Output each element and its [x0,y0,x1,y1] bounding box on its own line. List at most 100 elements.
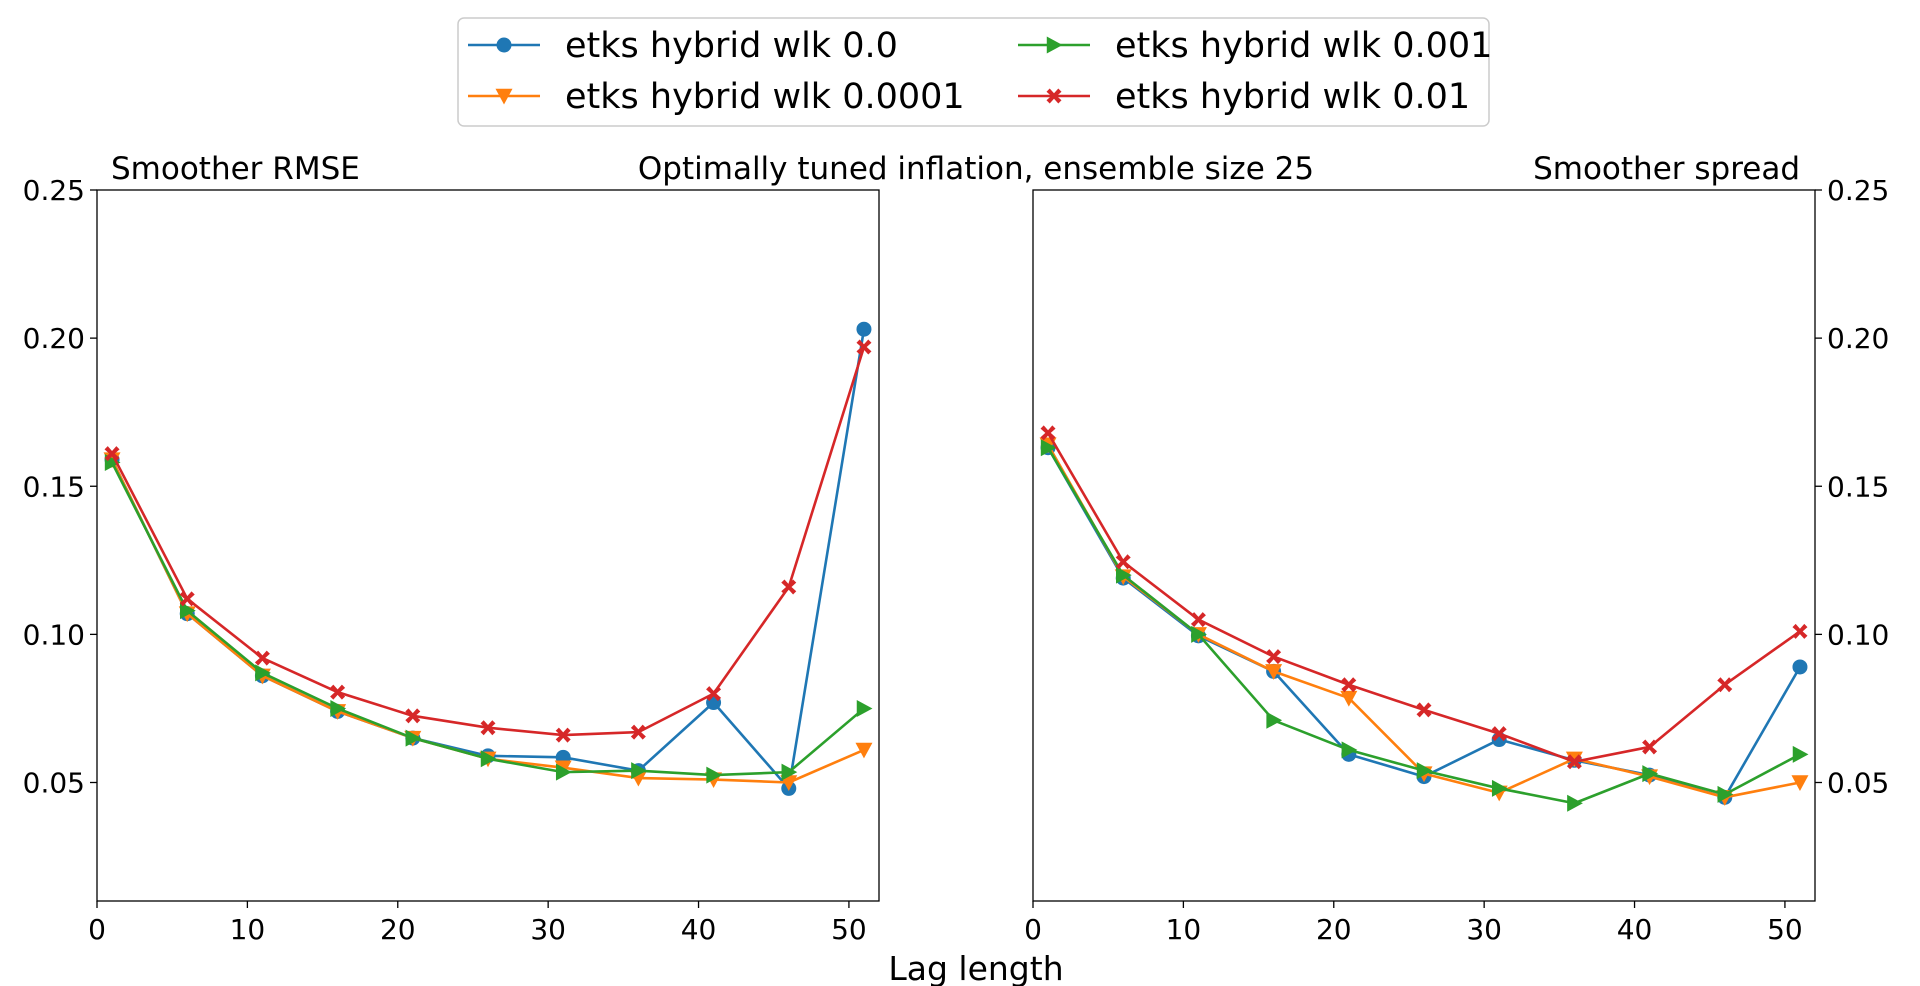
spread-series-1 [1039,437,1809,806]
rmse-data-point [179,591,195,607]
rmse-data-point [405,708,421,724]
spread-data-point [1717,785,1734,803]
rmse-data-point [254,650,270,666]
spread-series-line [1046,447,1801,805]
rmse-series-3 [104,339,872,743]
spread-data-point [1190,612,1206,628]
spread-x-tick-label: 30 [1466,913,1502,946]
legend-label: etks hybrid wlk 0.01 [1115,77,1470,117]
legend-marker [1046,36,1063,54]
right-panel-title: Smoother spread [1533,151,1800,187]
legend-marker [496,37,512,53]
spread-data-point [1416,702,1432,718]
rmse-y-tick-label: 0.20 [23,322,85,355]
rmse-x-tick-label: 20 [380,913,416,946]
rmse-data-point [631,762,647,780]
spread-data-point [1642,739,1658,755]
rmse-data-point [555,727,571,743]
spread-y-tick-label: 0.20 [1827,322,1889,355]
legend-entry: etks hybrid wlk 0.01 [1018,77,1470,117]
rmse-x-tick-label: 30 [530,913,566,946]
rmse-data-point [855,742,873,759]
spread-data-point [1792,659,1808,675]
spread-data-point [1416,762,1433,780]
spread-x-tick-label: 40 [1617,913,1653,946]
spread-panel: 0 10 20 30 40 50 0.05 0.10 0.15 0.20 0.25 [1024,174,1889,946]
spread-data-point [1266,711,1283,729]
spread-data-point [1040,439,1057,457]
spread-data-point [1792,745,1809,763]
spread-data-point [1792,623,1808,639]
x-axis-label: Lag length [888,949,1063,986]
spread-data-point [1341,677,1357,693]
legend-entries: etks hybrid wlk 0.0 etks hybrid wlk 0.000… [468,26,1492,117]
rmse-panel: 0 10 20 30 40 50 0.05 0.10 0.15 0.20 0.25 [23,174,880,946]
rmse-series-line [110,346,866,737]
rmse-data-point [706,766,723,784]
spread-series-0 [1040,440,1808,805]
rmse-data-point [330,684,346,700]
spread-data-point [1341,741,1358,759]
rmse-data-point [555,763,572,781]
spread-data-point [1566,754,1582,770]
legend-entry: etks hybrid wlk 0.0001 [468,77,965,117]
spread-series-2 [1040,439,1809,812]
spread-data-point [1115,554,1131,570]
rmse-y-tick-label: 0.05 [23,767,85,800]
rmse-series-1 [103,452,873,791]
legend-label: etks hybrid wlk 0.0 [565,26,898,66]
spread-data-point [1567,794,1583,812]
spread-data-point [1340,690,1358,707]
rmse-data-point [781,763,798,781]
rmse-panel-frame [96,189,880,902]
left-panel-title: Smoother RMSE [111,151,360,187]
rmse-data-point [480,720,496,736]
rmse-data-point [856,699,873,717]
rmse-series-line [110,329,866,790]
rmse-data-point [706,686,722,702]
spread-y-tick-label: 0.05 [1827,767,1889,800]
rmse-series-0 [104,321,872,796]
rmse-data-point [781,579,797,595]
rmse-data-point [856,321,872,337]
legend-entry: etks hybrid wlk 0.001 [1018,26,1492,66]
spread-x-tick-label: 20 [1316,913,1352,946]
rmse-panel-ticks: 0 10 20 30 40 50 0.05 0.10 0.15 0.20 0.25 [23,174,867,946]
spread-data-point [1116,566,1132,584]
spread-data-point [1491,779,1508,797]
rmse-data-point [856,339,872,355]
spread-x-tick-label: 50 [1767,913,1803,946]
legend-marker [495,88,513,105]
rmse-series-line [110,459,865,784]
rmse-x-tick-label: 50 [831,913,867,946]
spread-panel-frame [1032,189,1816,902]
spread-x-tick-label: 0 [1024,913,1042,946]
legend: etks hybrid wlk 0.0 etks hybrid wlk 0.000… [457,17,1492,127]
figure-title: Optimally tuned inflation, ensemble size… [638,151,1314,187]
rmse-data-point [630,724,646,740]
spread-panel-series [1039,425,1809,812]
spread-x-tick-label: 10 [1166,913,1202,946]
rmse-y-tick-label: 0.25 [23,174,85,207]
rmse-data-point [180,602,196,620]
rmse-x-tick-label: 10 [230,913,266,946]
legend-frame [457,17,1490,127]
legend-label: etks hybrid wlk 0.0001 [565,77,965,117]
spread-y-tick-label: 0.10 [1827,618,1889,651]
spread-data-point [1040,425,1056,441]
spread-data-point [1717,677,1733,693]
spread-y-tick-label: 0.25 [1827,174,1889,207]
spread-data-point [1791,775,1809,791]
legend-marker [1046,88,1062,104]
legend-entry: etks hybrid wlk 0.0 [468,26,898,66]
spread-series-3 [1040,425,1808,770]
rmse-y-tick-label: 0.10 [23,618,85,651]
rmse-series-2 [104,454,873,784]
rmse-x-tick-label: 40 [681,913,717,946]
rmse-data-point [104,446,120,462]
rmse-data-point [405,729,422,747]
rmse-data-point [330,699,347,717]
rmse-x-tick-label: 0 [88,913,106,946]
rmse-panel-series [103,321,873,796]
